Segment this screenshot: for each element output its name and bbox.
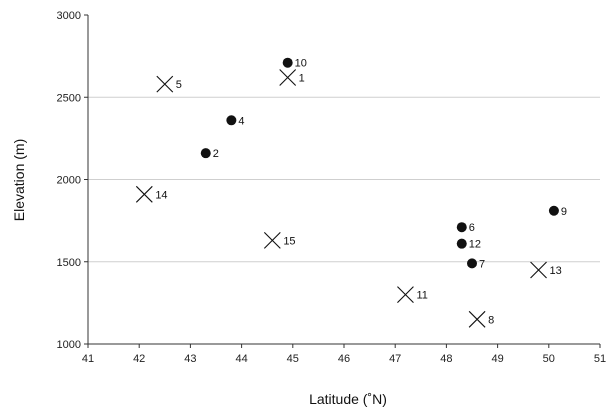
x-tick-label: 47 — [389, 353, 401, 365]
x-tick-label: 41 — [82, 353, 94, 365]
x-axis-title: Latitude (˚N) — [309, 391, 387, 407]
point-label: 10 — [295, 58, 307, 70]
circle-point — [456, 222, 467, 233]
point-label: 12 — [469, 239, 481, 251]
point-label: 8 — [488, 314, 494, 326]
y-axis-ticks: 1000 1500 2000 2500 3000 — [57, 10, 88, 351]
point-label: 13 — [550, 265, 562, 277]
x-tick-label: 51 — [594, 353, 606, 365]
x-tick-label: 43 — [184, 353, 196, 365]
circle-point — [200, 148, 211, 159]
y-tick-label: 3000 — [57, 10, 81, 22]
point-label: 4 — [238, 115, 244, 127]
x-tick-label: 42 — [133, 353, 145, 365]
y-tick-label: 2000 — [57, 175, 81, 187]
point-label: 11 — [416, 290, 427, 302]
circle-point — [467, 258, 477, 269]
point-label: 2 — [213, 148, 219, 160]
y-tick-label: 1500 — [57, 257, 81, 269]
cross-point — [397, 286, 414, 304]
point-label: 1 — [299, 73, 305, 85]
x-tick-label: 46 — [338, 353, 350, 365]
y-axis-title: Elevation (m) — [11, 139, 27, 221]
x-tick-label: 49 — [491, 353, 503, 365]
y-tick-label: 2500 — [57, 92, 81, 104]
circle-point — [282, 57, 293, 68]
x-tick-label: 44 — [235, 353, 247, 365]
point-label: 15 — [283, 235, 295, 247]
x-tick-label: 45 — [287, 353, 299, 365]
point-label: 14 — [155, 189, 167, 201]
cross-point — [530, 261, 547, 279]
point-label: 9 — [561, 206, 567, 218]
cross-point — [156, 75, 174, 93]
circle-point — [548, 205, 559, 216]
x-tick-label: 48 — [440, 353, 452, 365]
circle-point — [226, 115, 237, 126]
cross-point — [468, 310, 486, 328]
x-tick-label: 50 — [543, 353, 555, 365]
point-label: 5 — [176, 79, 182, 91]
cross-point — [135, 185, 153, 203]
x-axis-ticks: 41 42 43 44 45 46 47 48 49 50 51 — [82, 344, 606, 365]
y-tick-label: 1000 — [57, 339, 81, 351]
cross-point — [279, 69, 297, 86]
point-label: 7 — [479, 258, 485, 270]
circle-point — [456, 238, 467, 249]
point-label: 6 — [469, 222, 475, 234]
gridlines — [88, 96, 600, 263]
cross-point — [263, 231, 281, 249]
